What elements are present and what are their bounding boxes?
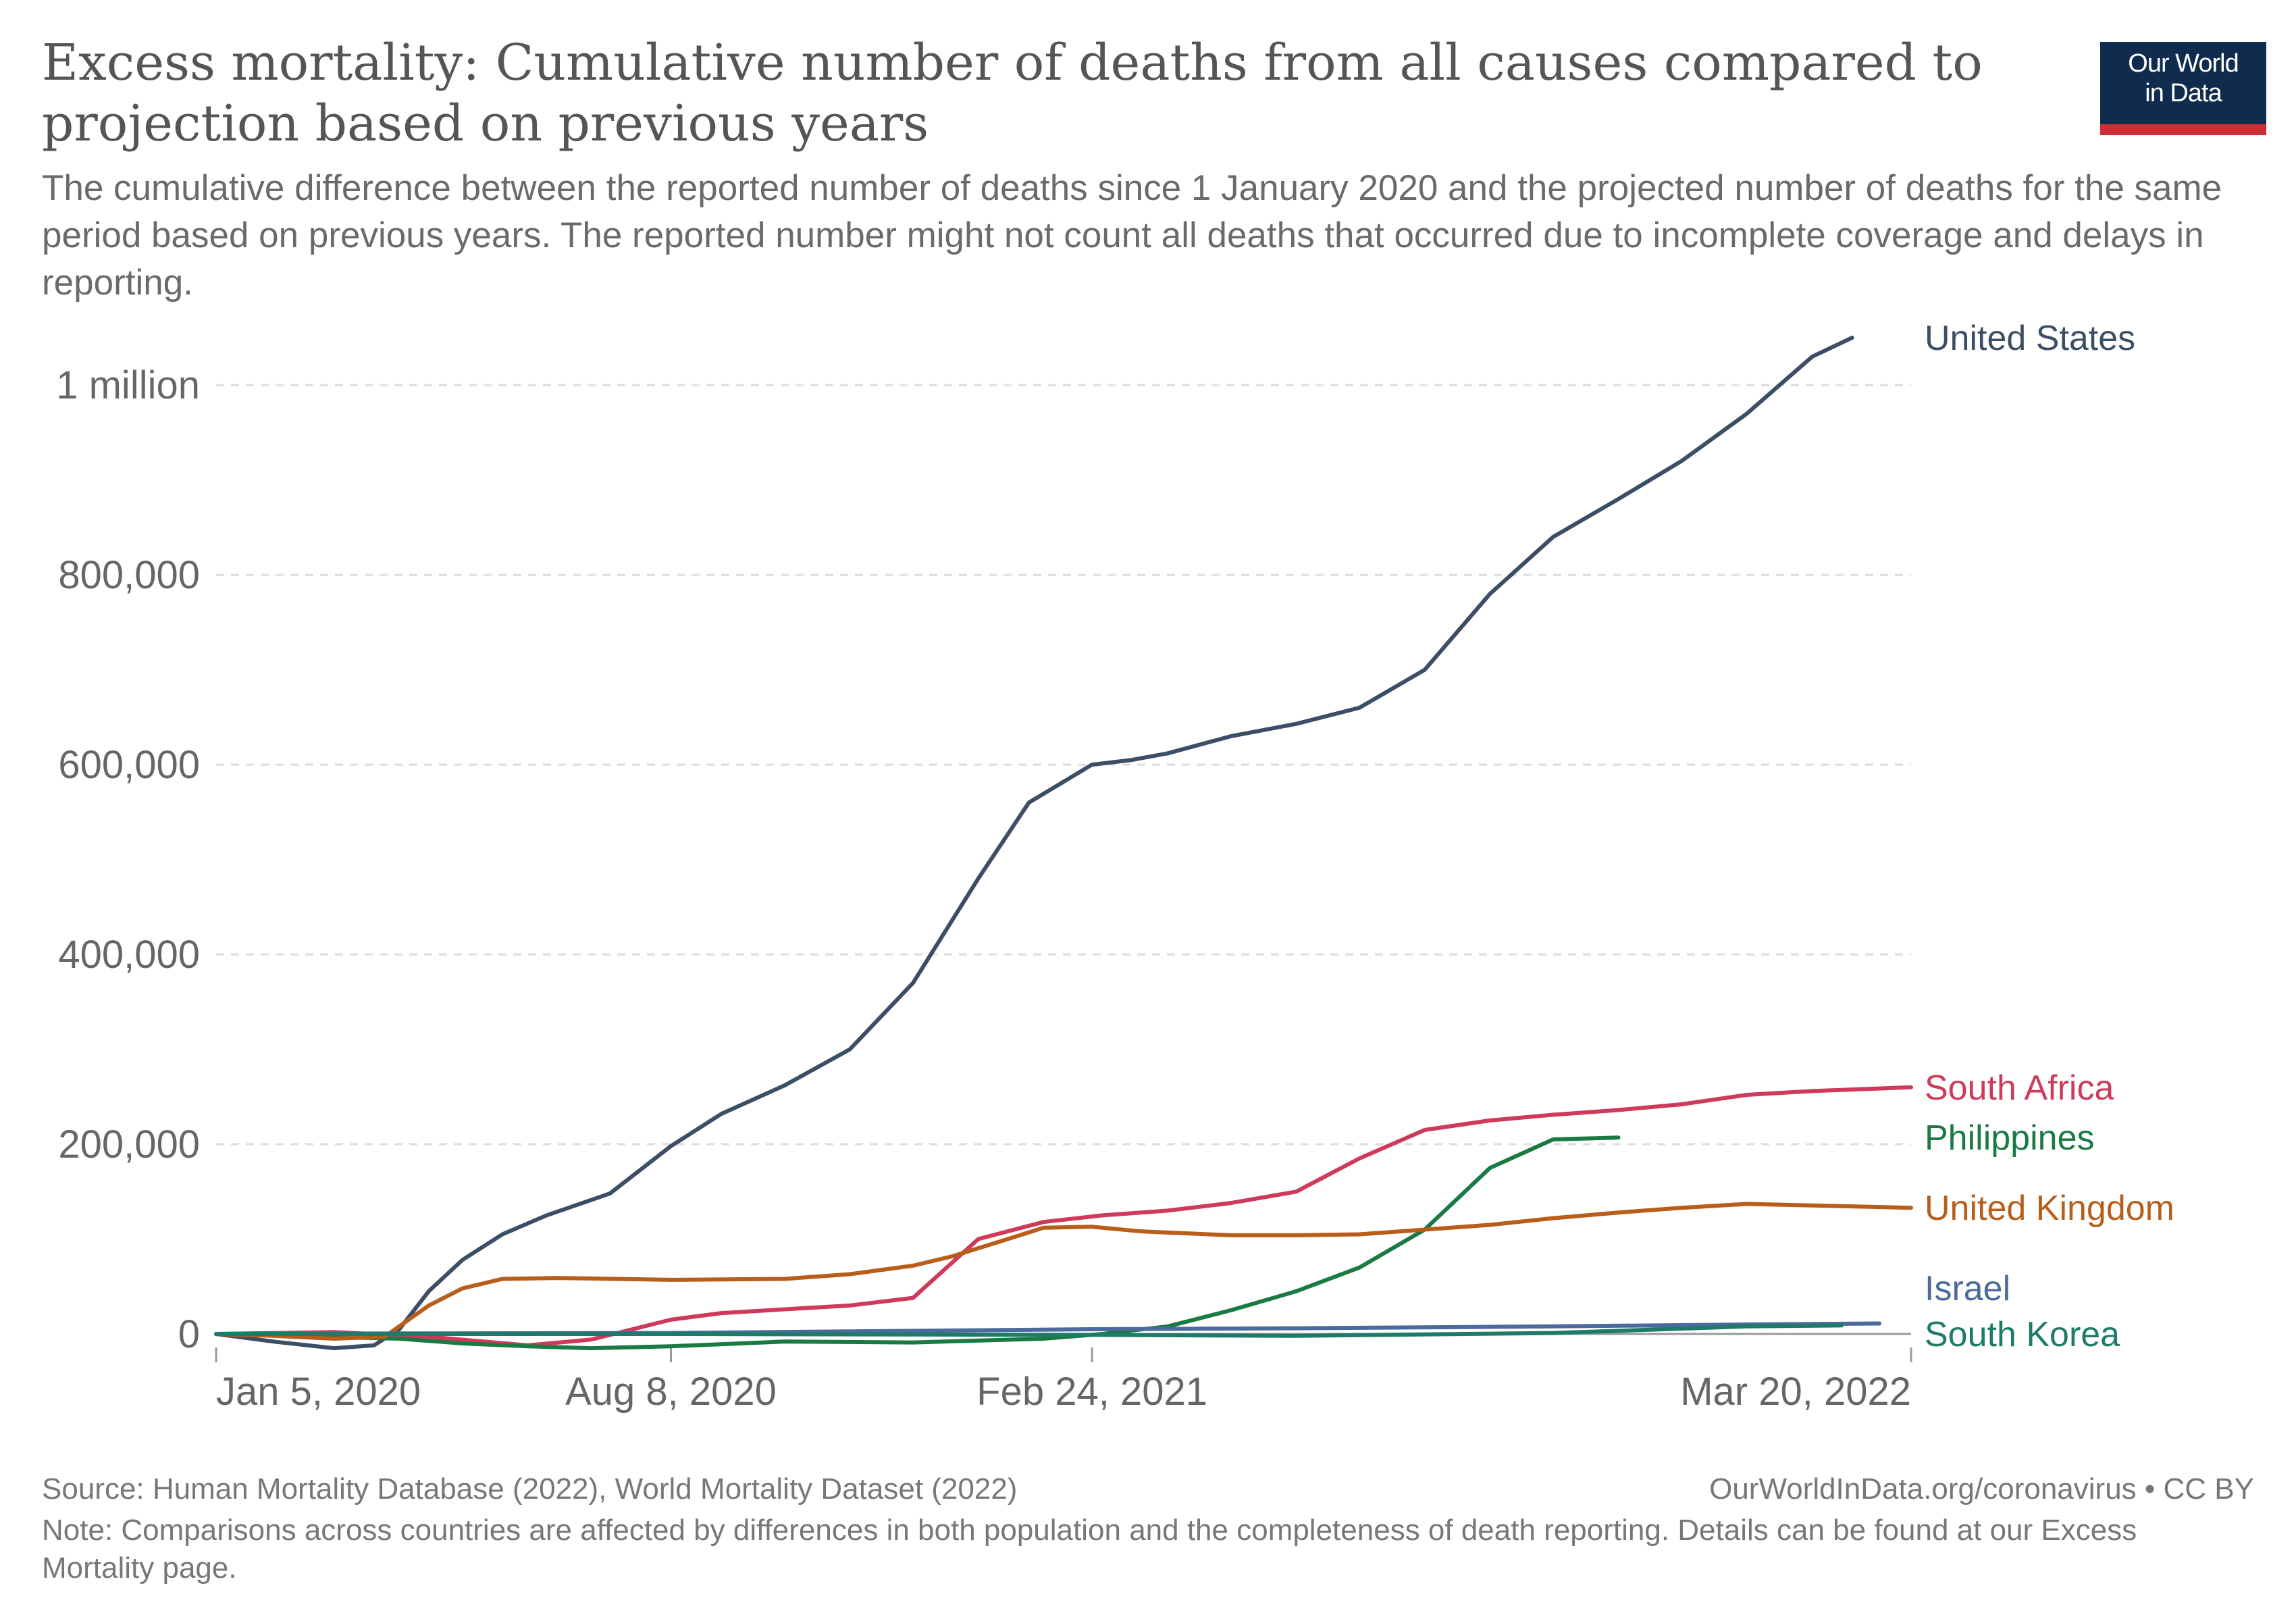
series-label-israel[interactable]: Israel [1925, 1269, 2010, 1308]
series-lines [214, 336, 1913, 1351]
series-line-south-korea[interactable] [214, 1323, 1844, 1338]
y-tick-label: 1 million [56, 363, 200, 407]
series-label-philippines[interactable]: Philippines [1925, 1118, 2095, 1158]
series-line-united-states[interactable] [214, 336, 1854, 1351]
note-text: Note: Comparisons across countries are a… [42, 1514, 2137, 1585]
series-line-philippines[interactable] [214, 1135, 1621, 1351]
logo-line-1: Our World [2128, 49, 2239, 78]
x-tick-label: Mar 20, 2022 [1680, 1370, 1911, 1414]
series-line-united-kingdom[interactable] [214, 1202, 1913, 1341]
chart-subtitle: The cumulative difference between the re… [42, 168, 2222, 303]
y-tick-label: 800,000 [58, 553, 200, 597]
x-tick-label: Feb 24, 2021 [976, 1370, 1207, 1414]
x-tick-label: Aug 8, 2020 [565, 1370, 777, 1414]
our-world-in-data-logo[interactable]: Our World in Data [2100, 42, 2266, 135]
chart-title: Excess mortality: Cumulative number of d… [42, 34, 1983, 153]
series-line-south-africa[interactable] [214, 1085, 1913, 1347]
y-tick-label: 600,000 [58, 743, 200, 787]
series-label-united-kingdom[interactable]: United Kingdom [1925, 1189, 2174, 1228]
series-label-south-korea[interactable]: South Korea [1925, 1315, 2120, 1354]
y-tick-label: 400,000 [58, 933, 200, 977]
grid-lines [216, 384, 1911, 1146]
credit-link[interactable]: OurWorldInData.org/coronavirus • CC BY [1709, 1472, 2254, 1506]
x-tick-label: Jan 5, 2020 [216, 1370, 421, 1414]
x-axis: Jan 5, 2020 Aug 8, 2020 Feb 24, 2021 Mar 20… [215, 1333, 1912, 1414]
y-axis-tick-labels: 0 200,000 400,000 600,000 800,000 1 million [56, 363, 200, 1356]
y-tick-label: 200,000 [58, 1123, 200, 1166]
series-labels: United States South Africa Philippines Unit… [1925, 319, 2174, 1354]
source-text: Source: Human Mortality Database (2022),… [42, 1472, 1018, 1506]
series-label-united-states[interactable]: United States [1925, 319, 2135, 358]
y-tick-label: 0 [178, 1312, 200, 1356]
series-label-south-africa[interactable]: South Africa [1925, 1069, 2114, 1108]
logo-line-2: in Data [2145, 79, 2222, 107]
